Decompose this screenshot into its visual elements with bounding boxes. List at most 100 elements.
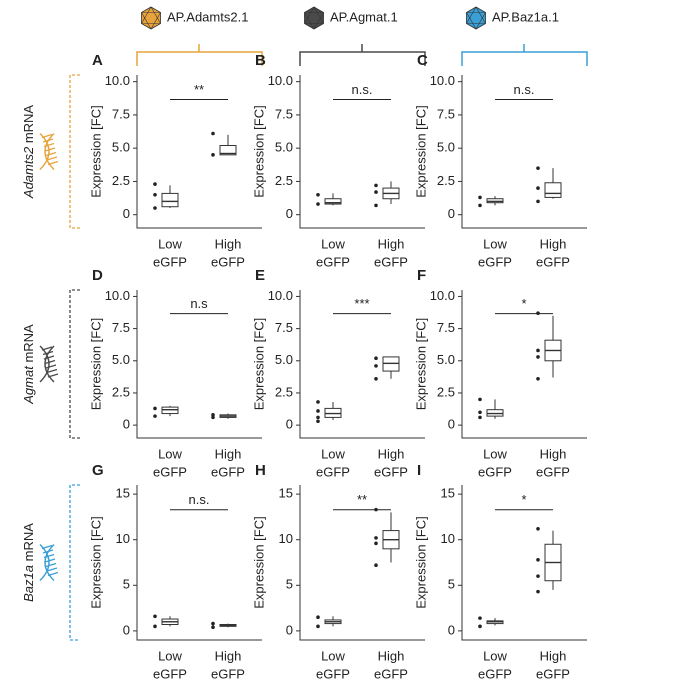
y-tick-label: 10 — [279, 531, 293, 546]
x-tick-label: High — [215, 446, 242, 461]
data-point — [211, 413, 215, 417]
y-tick-label: 5.0 — [437, 352, 455, 367]
y-tick-label: 5.0 — [275, 352, 293, 367]
panel-label: A — [92, 52, 103, 69]
x-tick-label: High — [378, 446, 405, 461]
significance-label: n.s. — [189, 492, 210, 507]
dna-strand — [39, 133, 55, 170]
data-point — [536, 355, 540, 359]
icon-facet — [466, 12, 477, 30]
row-suffix: mRNA — [21, 324, 36, 366]
y-axis-label: Expression [FC] — [88, 516, 103, 608]
panel-label: C — [417, 52, 428, 69]
x-tick-label: eGFP — [211, 254, 245, 269]
y-tick-label: 10.0 — [268, 73, 293, 88]
x-tick-label: eGFP — [478, 666, 512, 681]
data-point — [374, 364, 378, 368]
data-point — [316, 624, 320, 629]
y-tick-label: 15 — [279, 486, 293, 501]
data-point — [374, 563, 378, 568]
column-title: AP.Adamts2.1 — [167, 9, 248, 24]
data-point — [536, 574, 540, 578]
data-point — [153, 192, 157, 197]
dna-rung — [44, 558, 56, 563]
data-point — [374, 190, 378, 194]
axis — [461, 485, 587, 641]
y-axis-label: Expression [FC] — [88, 318, 103, 410]
y-axis-label: Expression [FC] — [251, 516, 266, 608]
y-tick-label: 10.0 — [105, 288, 130, 303]
dna-rung — [45, 151, 57, 157]
column-bracket — [136, 44, 263, 66]
icon-facet — [475, 6, 486, 24]
box — [324, 198, 342, 205]
dna-rung — [46, 567, 58, 572]
data-point — [153, 624, 157, 629]
data-point — [536, 377, 540, 381]
data-point — [153, 182, 157, 186]
x-tick-label: eGFP — [374, 464, 408, 479]
y-tick-label: 7.5 — [437, 320, 455, 335]
row-label: Agmat mRNA — [21, 324, 36, 405]
significance-label: n.s — [190, 296, 208, 311]
row-suffix: mRNA — [21, 105, 36, 147]
panel-label: B — [255, 52, 266, 69]
y-tick-label: 0 — [123, 417, 130, 432]
row-suffix: mRNA — [21, 523, 36, 565]
significance-label: *** — [354, 296, 369, 311]
x-tick-label: Low — [158, 236, 182, 251]
data-point — [536, 199, 540, 204]
data-point — [478, 415, 482, 420]
panel-label: H — [255, 462, 266, 479]
x-tick-label: Low — [321, 446, 345, 461]
data-point — [153, 206, 157, 210]
y-tick-label: 7.5 — [112, 320, 130, 335]
data-point — [316, 615, 320, 620]
data-point — [374, 536, 378, 540]
y-tick-label: 2.5 — [437, 384, 455, 399]
data-point — [153, 406, 157, 411]
significance-label: * — [521, 492, 526, 507]
dna-rung — [46, 156, 58, 161]
x-tick-label: eGFP — [153, 666, 187, 681]
y-tick-label: 0 — [286, 622, 293, 637]
x-tick-label: eGFP — [536, 254, 570, 269]
data-point — [536, 589, 540, 594]
significance-label: n.s. — [352, 82, 373, 97]
data-point — [478, 203, 482, 208]
x-tick-label: eGFP — [478, 464, 512, 479]
y-tick-label: 5 — [286, 577, 293, 592]
row-label: Adamts2 mRNA — [21, 105, 36, 200]
y-tick-label: 7.5 — [275, 106, 293, 121]
significance-label: n.s. — [514, 82, 535, 97]
dna-strand — [39, 345, 55, 383]
x-tick-label: Low — [158, 446, 182, 461]
column-title: AP.Baz1a.1 — [492, 9, 559, 24]
y-tick-label: 10.0 — [105, 73, 130, 88]
y-tick-label: 0 — [448, 622, 455, 637]
y-tick-label: 10.0 — [430, 73, 455, 88]
y-axis-label: Expression [FC] — [413, 318, 428, 410]
x-tick-label: eGFP — [536, 666, 570, 681]
axis — [136, 290, 262, 439]
y-tick-label: 0 — [448, 206, 455, 221]
x-tick-label: eGFP — [153, 254, 187, 269]
y-tick-label: 5 — [123, 577, 130, 592]
y-tick-label: 2.5 — [275, 173, 293, 188]
y-tick-label: 5.0 — [275, 140, 293, 155]
icon-facet — [150, 6, 161, 24]
data-point — [478, 410, 482, 415]
data-point — [374, 377, 378, 381]
data-point — [478, 624, 482, 629]
significance-label: ** — [194, 82, 204, 97]
icon-facet — [150, 12, 161, 30]
data-point — [316, 409, 320, 413]
x-tick-label: eGFP — [153, 464, 187, 479]
panel-label: F — [417, 267, 426, 284]
y-tick-label: 2.5 — [275, 384, 293, 399]
data-point — [536, 526, 540, 531]
dna-rung — [44, 359, 56, 365]
x-tick-label: High — [215, 236, 242, 251]
x-tick-label: High — [378, 236, 405, 251]
data-point — [374, 183, 378, 188]
